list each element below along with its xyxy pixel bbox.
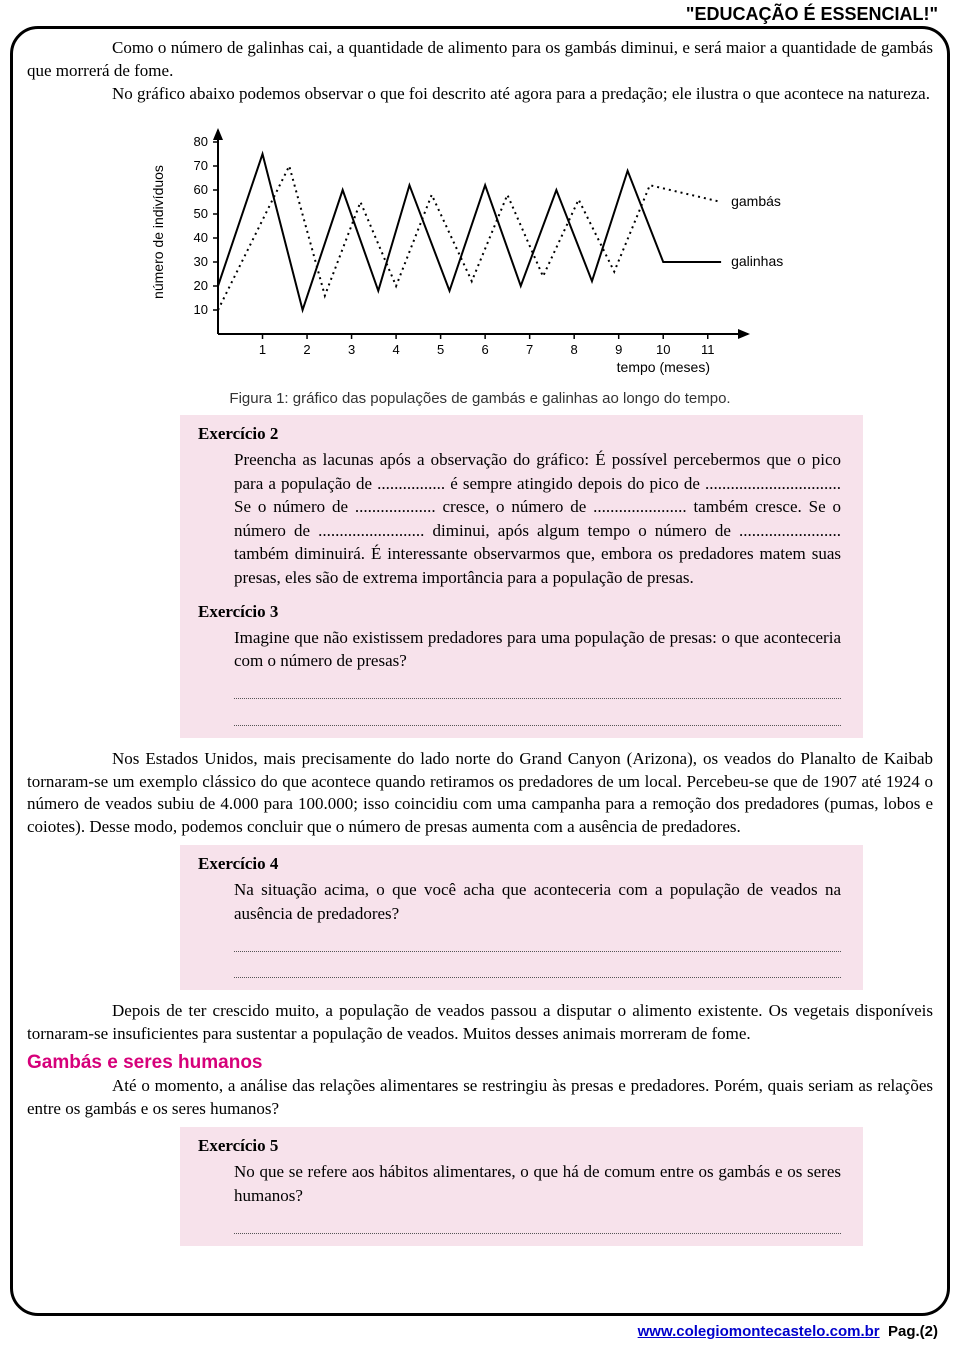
exercise-3-title: Exercício 3 — [198, 601, 841, 624]
svg-text:50: 50 — [194, 206, 208, 221]
paragraph-3-text: Nos Estados Unidos, mais precisamente do… — [27, 749, 933, 837]
svg-text:8: 8 — [571, 342, 578, 357]
svg-text:2: 2 — [303, 342, 310, 357]
paragraph-1-text: Como o número de galinhas cai, a quantid… — [27, 38, 933, 80]
answer-line[interactable] — [234, 958, 841, 978]
exercise-4-title: Exercício 4 — [198, 853, 841, 876]
exercise-3-text: Imagine que não existissem predadores pa… — [234, 628, 841, 670]
paragraph-1: Como o número de galinhas cai, a quantid… — [27, 37, 933, 83]
svg-text:30: 30 — [194, 254, 208, 269]
paragraph-5: Até o momento, a análise das relações al… — [27, 1075, 933, 1121]
exercise-4-text: Na situação acima, o que você acha que a… — [234, 880, 841, 922]
answer-line[interactable] — [234, 679, 841, 699]
header-motto: "EDUCAÇÃO É ESSENCIAL!" — [0, 0, 960, 26]
exercise-4: Exercício 4 Na situação acima, o que voc… — [180, 845, 863, 990]
page-frame: Como o número de galinhas cai, a quantid… — [10, 26, 950, 1316]
svg-text:tempo (meses): tempo (meses) — [617, 359, 710, 375]
svg-text:gambás: gambás — [731, 193, 781, 209]
paragraph-5-text: Até o momento, a análise das relações al… — [27, 1076, 933, 1118]
exercise-5-body: No que se refere aos hábitos alimentares… — [234, 1160, 841, 1233]
paragraph-2: No gráfico abaixo podemos observar o que… — [27, 83, 933, 106]
exercise-5-title: Exercício 5 — [198, 1135, 841, 1158]
paragraph-3: Nos Estados Unidos, mais precisamente do… — [27, 748, 933, 840]
svg-text:5: 5 — [437, 342, 444, 357]
svg-text:11: 11 — [701, 342, 715, 357]
paragraph-4: Depois de ter crescido muito, a populaçã… — [27, 1000, 933, 1046]
footer-page: Pag.(2) — [888, 1323, 938, 1340]
footer: www.colegiomontecastelo.com.br Pag.(2) — [0, 1322, 960, 1342]
chart-caption: Figura 1: gráfico das populações de gamb… — [25, 389, 935, 409]
chart-svg: 10 20 30 40 50 60 70 80 1 2 3 4 5 6 7 8 9 10 11 número de i… — [140, 120, 820, 380]
svg-text:3: 3 — [348, 342, 355, 357]
answer-line[interactable] — [234, 931, 841, 951]
exercise-5-text: No que se refere aos hábitos alimentares… — [234, 1162, 841, 1204]
svg-text:70: 70 — [194, 158, 208, 173]
svg-text:80: 80 — [194, 134, 208, 149]
svg-text:6: 6 — [482, 342, 489, 357]
exercise-5: Exercício 5 No que se refere aos hábitos… — [180, 1127, 863, 1245]
svg-text:7: 7 — [526, 342, 533, 357]
svg-text:4: 4 — [392, 342, 399, 357]
svg-text:60: 60 — [194, 182, 208, 197]
exercise-2: Exercício 2 Preencha as lacunas após a o… — [180, 415, 863, 737]
paragraph-2-text: No gráfico abaixo podemos observar o que… — [112, 84, 930, 103]
section-title: Gambás e seres humanos — [27, 1050, 933, 1076]
population-chart: 10 20 30 40 50 60 70 80 1 2 3 4 5 6 7 8 9 10 11 número de i… — [25, 120, 935, 409]
svg-text:1: 1 — [259, 342, 266, 357]
svg-text:9: 9 — [615, 342, 622, 357]
exercise-2-body: Preencha as lacunas após a observação do… — [234, 448, 841, 589]
svg-text:10: 10 — [194, 302, 208, 317]
footer-link[interactable]: www.colegiomontecastelo.com.br — [638, 1323, 880, 1340]
answer-line[interactable] — [234, 705, 841, 725]
exercise-3-body: Imagine que não existissem predadores pa… — [234, 626, 841, 726]
answer-line[interactable] — [234, 1213, 841, 1233]
svg-text:número de indivíduos: número de indivíduos — [150, 165, 166, 299]
svg-text:10: 10 — [656, 342, 670, 357]
paragraph-4-text: Depois de ter crescido muito, a populaçã… — [27, 1001, 933, 1043]
svg-text:40: 40 — [194, 230, 208, 245]
exercise-2-title: Exercício 2 — [198, 423, 841, 446]
svg-text:20: 20 — [194, 278, 208, 293]
exercise-4-body: Na situação acima, o que você acha que a… — [234, 878, 841, 978]
svg-text:galinhas: galinhas — [731, 253, 783, 269]
